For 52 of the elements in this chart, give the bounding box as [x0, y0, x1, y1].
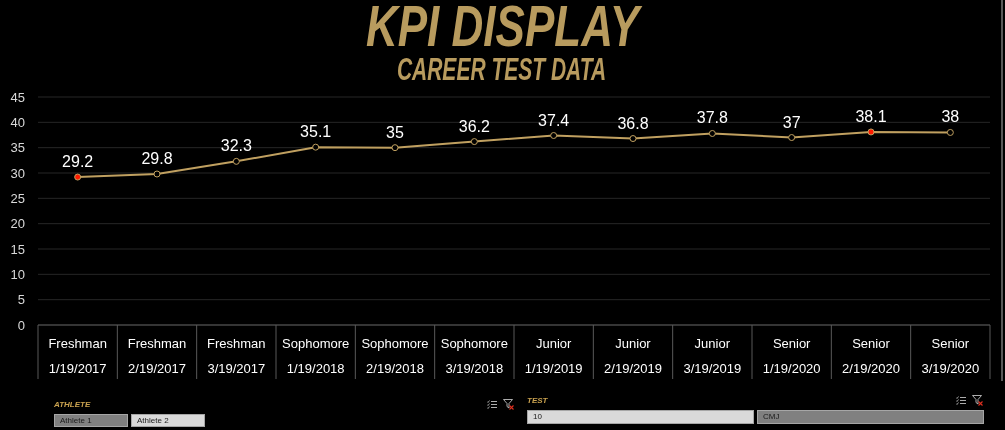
y-tick-label: 0	[17, 317, 25, 333]
slicer-button: CMJ	[757, 410, 984, 424]
point	[312, 143, 320, 151]
point	[867, 128, 875, 136]
data-label: 37.8	[696, 109, 729, 127]
point	[74, 173, 82, 181]
x-tick-label: Freshman 1/19/2017	[48, 336, 107, 376]
x-tick-label: Junior 1/19/2019	[524, 336, 583, 376]
point	[232, 157, 240, 165]
data-label: 36.2	[458, 117, 491, 135]
data-label: 37	[782, 113, 801, 131]
data-label: 37.4	[538, 111, 570, 129]
data-label: 36.8	[617, 114, 649, 132]
point	[946, 128, 954, 136]
text: TEST	[527, 396, 548, 406]
point	[708, 129, 716, 137]
data-label: 38	[941, 108, 960, 126]
y-tick-label: 30	[10, 165, 25, 181]
point	[550, 132, 558, 140]
y-tick-label: 20	[10, 216, 25, 232]
x-tick-label: Freshman 3/19/2017	[207, 336, 266, 376]
data-label: 29.2	[62, 153, 94, 171]
data-label: 29.8	[141, 150, 173, 168]
point	[470, 138, 478, 146]
slicer-button: 10	[527, 410, 754, 424]
x-tick-label: Freshman 2/19/2017	[127, 336, 187, 376]
y-tick-label: 10	[10, 266, 25, 282]
y-tick-label: 45	[10, 89, 25, 105]
x-tick-label: Senior 3/19/2020	[921, 336, 980, 376]
y-tick-label: 40	[10, 114, 25, 130]
x-tick-label: Junior 2/19/2019	[604, 336, 662, 376]
slicer-button: Athlete 2	[131, 414, 205, 427]
x-tick-label: Sophomore 3/19/2018	[440, 336, 508, 376]
data-label: 32.3	[220, 137, 253, 155]
point	[391, 144, 399, 152]
point	[153, 170, 161, 178]
x-tick-label: Sophomore 2/19/2018	[361, 336, 429, 376]
point	[629, 135, 637, 143]
data-label: 35	[386, 123, 404, 141]
y-tick-label: 35	[10, 140, 25, 156]
y-tick-label: 15	[10, 241, 25, 257]
x-tick-label: Senior 1/19/2020	[762, 336, 821, 376]
y-tick-label: 25	[10, 190, 25, 206]
data-label: 35.1	[300, 123, 332, 141]
x-tick-label: Senior 2/19/2020	[842, 336, 900, 376]
text: ATHLETE	[54, 400, 91, 410]
x-tick-label: Junior 3/19/2019	[683, 336, 742, 376]
slicer-button: Athlete 1	[54, 414, 128, 427]
y-tick-label: 5	[17, 292, 25, 308]
point	[788, 134, 796, 142]
data-label: 38.1	[855, 107, 887, 125]
x-tick-label: Sophomore 1/19/2018	[282, 336, 350, 376]
